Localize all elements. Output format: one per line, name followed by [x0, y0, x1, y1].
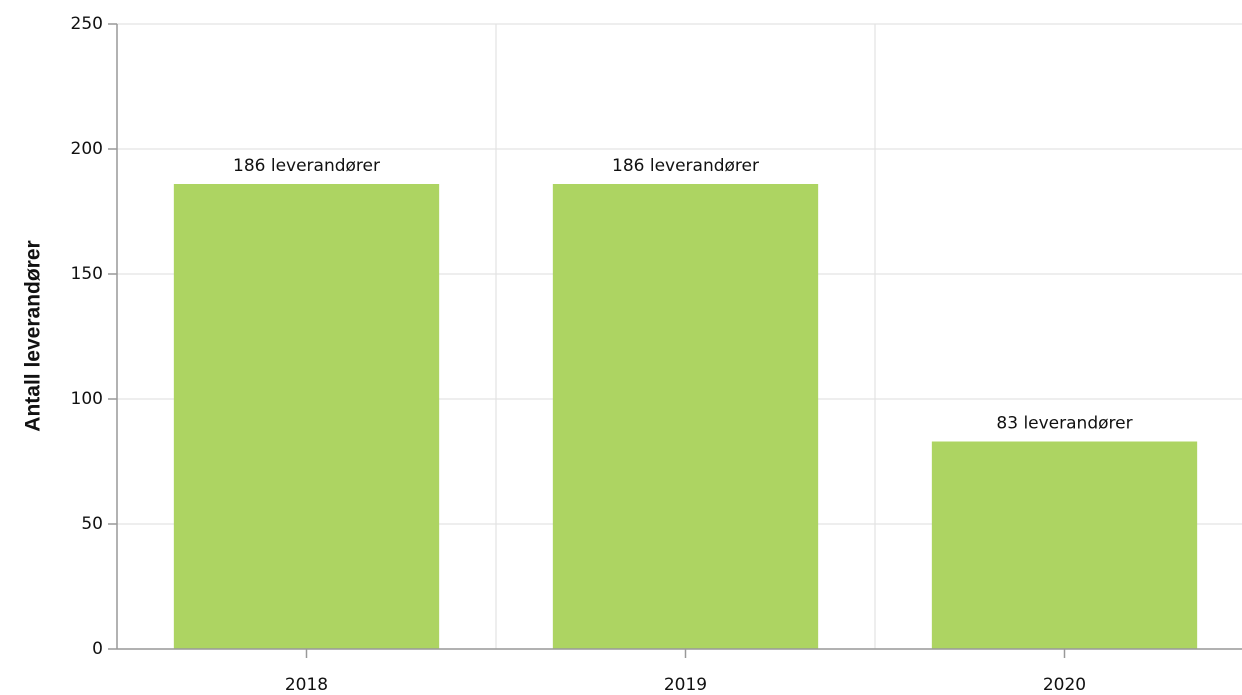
y-tick-label: 100	[71, 389, 103, 409]
data-label: 186 leverandører	[233, 156, 380, 176]
y-tick-label: 200	[71, 139, 103, 159]
x-tick-label: 2020	[1043, 675, 1086, 695]
y-tick-label: 250	[71, 14, 103, 34]
y-axis-label: Antall leverandører	[22, 240, 45, 431]
y-tick-label: 0	[92, 639, 103, 659]
bar	[552, 184, 819, 649]
y-tick-label: 50	[81, 514, 103, 534]
data-label: 83 leverandører	[996, 414, 1132, 434]
x-tick-label: 2018	[285, 675, 328, 695]
y-tick-label: 150	[71, 264, 103, 284]
bar	[931, 441, 1198, 649]
x-tick-label: 2019	[664, 675, 707, 695]
bar	[173, 184, 440, 649]
data-label: 186 leverandører	[612, 156, 759, 176]
